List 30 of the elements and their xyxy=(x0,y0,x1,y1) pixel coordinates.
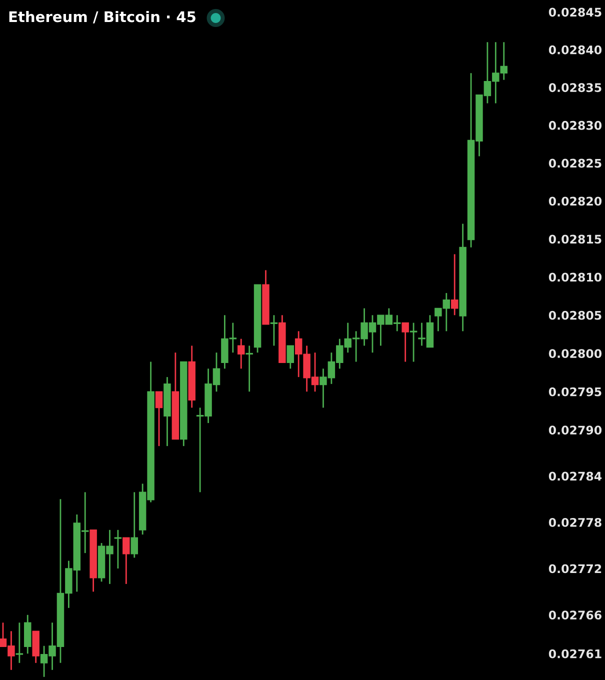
y-tick-label: 0.02790 xyxy=(548,426,602,435)
y-tick-label: 0.02835 xyxy=(548,83,602,92)
candlestick xyxy=(246,345,253,392)
y-tick-label: 0.02820 xyxy=(548,196,602,206)
y-tick-label: 0.02830 xyxy=(548,120,602,130)
candlestick xyxy=(130,491,138,558)
y-tick-label: 0.02805 xyxy=(548,310,602,320)
candlestick xyxy=(155,390,163,447)
candlestick xyxy=(16,622,24,664)
candlestick xyxy=(450,253,458,316)
y-tick-label: 0.02784 xyxy=(548,472,602,481)
candlestick xyxy=(122,536,130,585)
y-tick-label: 0.02778 xyxy=(548,518,602,527)
y-tick-label: 0.02766 xyxy=(548,610,602,620)
y-tick-label: 0.02815 xyxy=(548,234,602,244)
y-tick-label: 0.02772 xyxy=(548,564,602,574)
candlestick xyxy=(410,322,418,362)
candlestick xyxy=(270,314,278,346)
y-tick-label: 0.02810 xyxy=(548,272,602,282)
y-tick-label: 0.02795 xyxy=(548,387,602,396)
candlestick xyxy=(286,345,294,370)
text: Ethereum / Bitcoin · 45 xyxy=(9,10,196,24)
candlestick xyxy=(402,322,409,362)
y-tick-label: 0.02761 xyxy=(548,649,602,658)
y-tick-label: 0.02845 xyxy=(548,8,602,17)
y-tick-label: 0.02825 xyxy=(548,158,602,168)
candlestick xyxy=(114,529,122,570)
candlestick xyxy=(237,338,245,370)
y-tick-label: 0.02840 xyxy=(548,45,602,54)
y-tick-label: 0.02800 xyxy=(548,349,602,358)
